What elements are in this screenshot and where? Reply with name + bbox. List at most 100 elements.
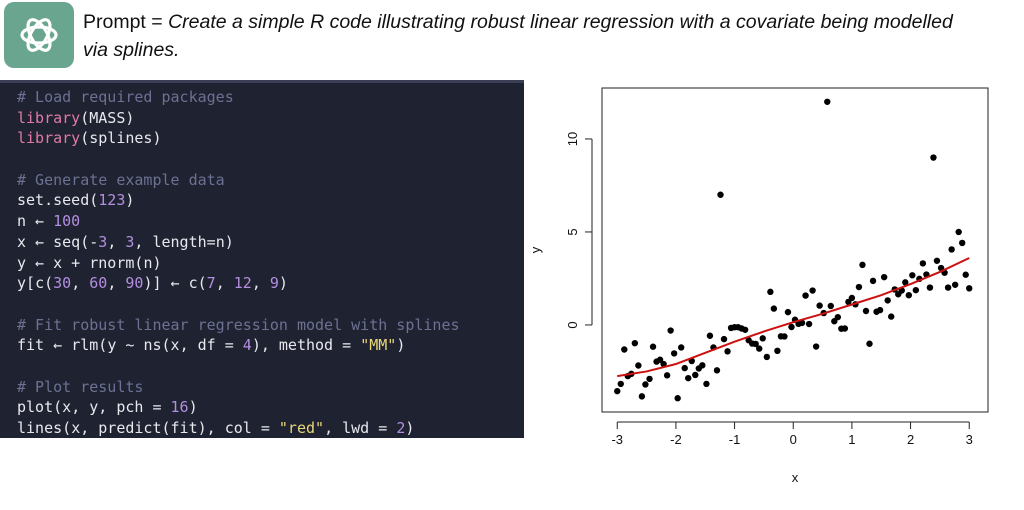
x-tick-label: 1 bbox=[848, 432, 855, 447]
code-line: plot(x, y, pch = 16) bbox=[17, 398, 198, 417]
point bbox=[685, 374, 692, 382]
plot-frame bbox=[601, 87, 989, 413]
point bbox=[784, 308, 792, 316]
code-line: x ← seq(-3, 3, length=n) bbox=[17, 232, 234, 251]
code-line: n ← 100 bbox=[17, 212, 81, 231]
point bbox=[834, 313, 842, 321]
x-axis-label: x bbox=[792, 470, 799, 485]
y-tick-label: 0 bbox=[565, 321, 580, 328]
point bbox=[912, 286, 920, 294]
y-tick-label: 5 bbox=[565, 228, 580, 235]
point bbox=[703, 380, 710, 388]
x-tick-label: -3 bbox=[611, 432, 623, 447]
fit-line bbox=[617, 257, 970, 378]
code-block: # Fit robust linear regression model wit… bbox=[17, 315, 524, 356]
point bbox=[866, 340, 873, 347]
code-line: set.seed(123) bbox=[17, 191, 135, 210]
x-tick-label: -1 bbox=[729, 432, 741, 447]
x-tick-label: 0 bbox=[790, 432, 797, 447]
code-editor: # Load required packages library(MASS) lib… bbox=[0, 80, 524, 438]
prompt: Prompt = Create a simple R code illustra… bbox=[83, 8, 983, 64]
point bbox=[809, 287, 816, 294]
point bbox=[774, 347, 781, 355]
point bbox=[926, 284, 934, 291]
point bbox=[646, 375, 653, 383]
code-block: # Generate example data set.seed(123) n ← … bbox=[17, 170, 524, 294]
point bbox=[674, 395, 681, 402]
point bbox=[902, 279, 909, 286]
point bbox=[855, 283, 863, 291]
point bbox=[781, 333, 788, 340]
code-line: # Fit robust linear regression model wit… bbox=[17, 315, 460, 334]
point bbox=[681, 364, 688, 372]
point bbox=[752, 340, 759, 348]
code-line: # Generate example data bbox=[17, 170, 225, 189]
point bbox=[859, 261, 866, 269]
code-line: y[c(30, 60, 90)] ← c(7, 12, 9) bbox=[17, 274, 288, 293]
point bbox=[660, 360, 667, 368]
point bbox=[888, 313, 895, 320]
point bbox=[958, 239, 966, 247]
point bbox=[944, 284, 952, 291]
point bbox=[824, 98, 831, 105]
point bbox=[617, 380, 624, 388]
point bbox=[699, 362, 706, 369]
point bbox=[909, 272, 916, 279]
point bbox=[869, 277, 877, 285]
point bbox=[816, 302, 823, 309]
point bbox=[919, 260, 927, 267]
point bbox=[759, 335, 766, 342]
point bbox=[677, 344, 685, 351]
point bbox=[788, 323, 795, 331]
code-line: library(MASS) bbox=[17, 108, 135, 127]
point bbox=[802, 292, 809, 299]
code-line: # Plot results bbox=[17, 377, 144, 396]
point bbox=[962, 271, 969, 278]
point bbox=[621, 346, 628, 353]
point bbox=[692, 371, 699, 379]
point bbox=[841, 325, 849, 332]
point bbox=[763, 353, 771, 361]
point bbox=[876, 306, 884, 314]
point bbox=[706, 332, 714, 339]
point bbox=[951, 281, 959, 288]
point bbox=[770, 305, 778, 312]
chart: -3 -2 -1 0 1 2 3 0 5 10 x y bbox=[530, 87, 989, 485]
point bbox=[798, 319, 806, 327]
point bbox=[767, 288, 774, 296]
code-block: # Load required packages library(MASS) lib… bbox=[17, 87, 524, 149]
point bbox=[638, 393, 646, 400]
point bbox=[862, 307, 870, 315]
code-line: fit ← rlm(y ~ ns(x, df = 4), method = "M… bbox=[17, 336, 406, 355]
point bbox=[948, 246, 955, 253]
point bbox=[649, 343, 657, 350]
point bbox=[933, 257, 941, 264]
point bbox=[631, 339, 639, 347]
point bbox=[955, 228, 962, 236]
point bbox=[670, 350, 678, 357]
point bbox=[756, 345, 763, 352]
point bbox=[667, 327, 674, 334]
logo bbox=[4, 2, 74, 68]
point bbox=[720, 335, 728, 343]
point bbox=[717, 191, 724, 198]
point bbox=[966, 285, 973, 292]
y-tick-label: 10 bbox=[565, 132, 580, 146]
point bbox=[805, 320, 813, 328]
point bbox=[827, 302, 834, 310]
prompt-label: Prompt = bbox=[83, 11, 163, 33]
code-line: lines(x, predict(fit), col = "red", lwd … bbox=[17, 419, 415, 437]
x-tick-label: 2 bbox=[907, 432, 914, 447]
point bbox=[848, 294, 856, 302]
point bbox=[663, 372, 671, 379]
point bbox=[614, 387, 621, 395]
point bbox=[724, 348, 731, 355]
code-block: # Plot results plot(x, y, pch = 16) lines(… bbox=[17, 377, 524, 439]
x-tick-label: 3 bbox=[966, 432, 973, 447]
code-line: library(splines) bbox=[17, 129, 162, 148]
x-tick-label: -2 bbox=[670, 432, 682, 447]
point bbox=[656, 356, 664, 363]
point bbox=[884, 297, 891, 304]
point bbox=[812, 343, 820, 350]
